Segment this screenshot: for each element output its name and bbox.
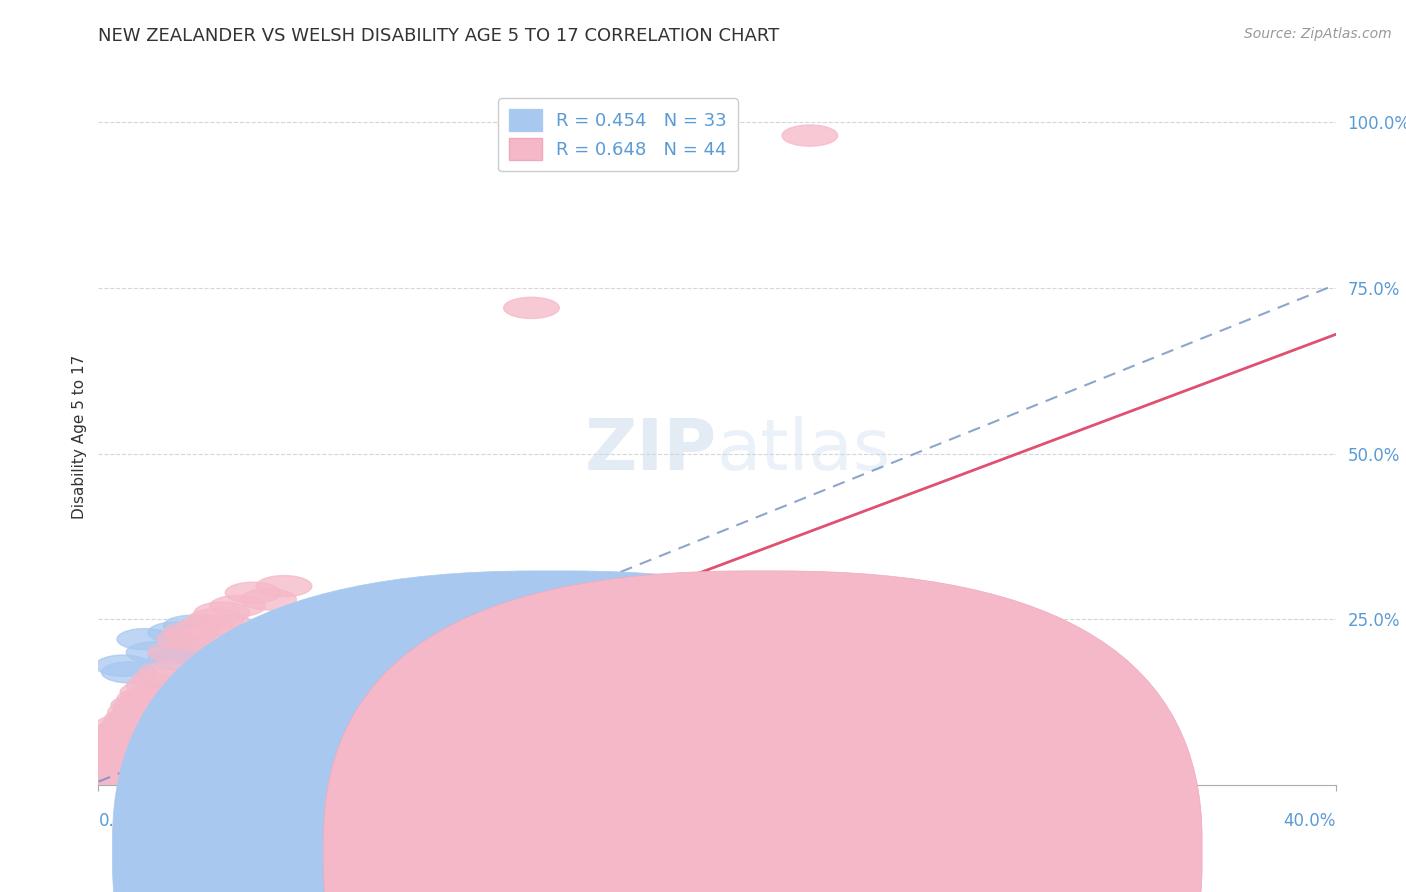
Ellipse shape xyxy=(77,768,132,789)
Ellipse shape xyxy=(93,722,148,742)
Ellipse shape xyxy=(73,768,129,789)
Ellipse shape xyxy=(80,761,135,782)
Ellipse shape xyxy=(73,768,129,789)
Ellipse shape xyxy=(89,728,145,749)
Ellipse shape xyxy=(89,728,145,749)
Text: 40.0%: 40.0% xyxy=(1284,812,1336,830)
Ellipse shape xyxy=(120,681,176,703)
Ellipse shape xyxy=(86,735,142,756)
Ellipse shape xyxy=(104,708,160,730)
Ellipse shape xyxy=(782,125,838,146)
Ellipse shape xyxy=(163,642,219,663)
Ellipse shape xyxy=(83,741,139,763)
Ellipse shape xyxy=(114,695,170,716)
Text: Welsh: Welsh xyxy=(785,845,830,859)
Ellipse shape xyxy=(83,755,139,776)
Ellipse shape xyxy=(96,714,150,736)
Ellipse shape xyxy=(89,741,145,763)
Ellipse shape xyxy=(111,695,166,716)
Ellipse shape xyxy=(157,629,212,649)
Ellipse shape xyxy=(256,675,312,696)
Ellipse shape xyxy=(98,722,155,742)
Ellipse shape xyxy=(302,629,359,649)
Ellipse shape xyxy=(201,615,256,637)
Ellipse shape xyxy=(209,596,266,616)
Ellipse shape xyxy=(127,689,181,709)
Ellipse shape xyxy=(120,695,176,716)
Ellipse shape xyxy=(108,708,163,730)
Y-axis label: Disability Age 5 to 17: Disability Age 5 to 17 xyxy=(72,355,87,519)
Ellipse shape xyxy=(124,689,179,709)
Ellipse shape xyxy=(98,735,155,756)
Ellipse shape xyxy=(96,722,150,742)
Text: New Zealanders: New Zealanders xyxy=(574,845,697,859)
Ellipse shape xyxy=(101,714,157,736)
Text: NEW ZEALANDER VS WELSH DISABILITY AGE 5 TO 17 CORRELATION CHART: NEW ZEALANDER VS WELSH DISABILITY AGE 5 … xyxy=(98,27,780,45)
Ellipse shape xyxy=(96,728,150,749)
Ellipse shape xyxy=(80,747,135,769)
Ellipse shape xyxy=(117,629,173,649)
Text: atlas: atlas xyxy=(717,417,891,485)
Ellipse shape xyxy=(170,629,225,649)
Ellipse shape xyxy=(127,675,181,696)
Ellipse shape xyxy=(83,761,139,782)
Ellipse shape xyxy=(86,747,142,769)
Ellipse shape xyxy=(80,761,135,782)
Ellipse shape xyxy=(179,615,235,637)
Ellipse shape xyxy=(73,761,129,782)
Ellipse shape xyxy=(225,668,281,690)
Ellipse shape xyxy=(114,701,170,723)
Ellipse shape xyxy=(77,755,132,776)
Text: Source: ZipAtlas.com: Source: ZipAtlas.com xyxy=(1244,27,1392,41)
Ellipse shape xyxy=(139,662,194,683)
Ellipse shape xyxy=(132,681,188,703)
Ellipse shape xyxy=(503,297,560,318)
Ellipse shape xyxy=(132,668,188,690)
Ellipse shape xyxy=(89,747,145,769)
Ellipse shape xyxy=(256,575,312,597)
Ellipse shape xyxy=(77,768,132,789)
Ellipse shape xyxy=(225,582,281,603)
Ellipse shape xyxy=(148,642,204,663)
Text: ZIP: ZIP xyxy=(585,417,717,485)
Ellipse shape xyxy=(73,761,129,782)
Ellipse shape xyxy=(163,615,219,637)
Ellipse shape xyxy=(96,655,150,676)
Legend: R = 0.454   N = 33, R = 0.648   N = 44: R = 0.454 N = 33, R = 0.648 N = 44 xyxy=(498,98,738,171)
Ellipse shape xyxy=(240,589,297,610)
Ellipse shape xyxy=(194,655,250,676)
Ellipse shape xyxy=(104,728,160,749)
Ellipse shape xyxy=(117,689,173,709)
Ellipse shape xyxy=(127,642,181,663)
Ellipse shape xyxy=(101,662,157,683)
Ellipse shape xyxy=(101,714,157,736)
Text: 0.0%: 0.0% xyxy=(98,812,141,830)
Ellipse shape xyxy=(148,648,204,670)
Ellipse shape xyxy=(93,735,148,756)
Ellipse shape xyxy=(77,755,132,776)
Ellipse shape xyxy=(93,741,148,763)
Ellipse shape xyxy=(318,635,374,657)
Ellipse shape xyxy=(83,741,139,763)
Ellipse shape xyxy=(108,701,163,723)
Ellipse shape xyxy=(86,735,142,756)
Ellipse shape xyxy=(86,755,142,776)
Ellipse shape xyxy=(163,622,219,643)
Ellipse shape xyxy=(194,602,250,624)
Ellipse shape xyxy=(80,747,135,769)
Ellipse shape xyxy=(148,622,204,643)
Ellipse shape xyxy=(188,608,243,630)
